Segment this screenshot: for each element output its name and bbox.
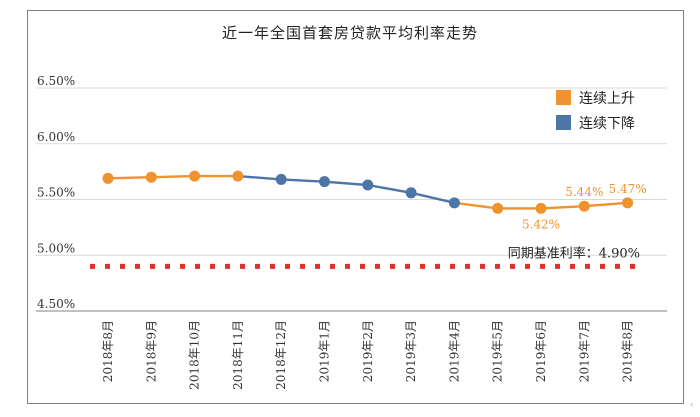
y-tick-label: 6.50% (37, 74, 75, 88)
x-tick-label: 2018年8月 (101, 320, 115, 382)
x-tick-label: 2018年11月 (231, 320, 245, 390)
data-point (275, 173, 287, 185)
x-tick-label: 2019年1月 (318, 320, 332, 382)
y-axis: 6.50% 6.00% 5.50% 5.00% 4.50% (37, 74, 75, 311)
x-tick-label: 2019年5月 (491, 320, 505, 382)
x-tick-label: 2019年6月 (534, 320, 548, 382)
data-point (102, 172, 114, 184)
series-segment (236, 174, 283, 181)
data-point (535, 202, 547, 214)
x-tick-label: 2019年3月 (404, 320, 418, 382)
y-tick-label: 4.50% (37, 297, 75, 311)
grid-lines (36, 87, 667, 312)
x-tick-label: 2019年4月 (447, 320, 461, 382)
series-segment (106, 175, 153, 180)
series-segment (366, 183, 413, 195)
data-point (232, 170, 244, 182)
series-segment (280, 178, 326, 183)
x-tick-label: 2018年12月 (274, 320, 288, 390)
data-point (319, 176, 330, 188)
baseline-group: 同期基准利率：4.90% (90, 245, 642, 269)
series-line (106, 174, 629, 210)
legend-label: 连续下降 (579, 115, 635, 132)
y-tick-label: 5.50% (37, 186, 75, 200)
data-point (362, 179, 374, 191)
y-tick-label: 5.00% (37, 241, 75, 255)
data-point (492, 202, 504, 214)
series-segment (323, 180, 369, 187)
x-tick-label: 2019年2月 (361, 320, 375, 382)
data-point (145, 171, 157, 183)
y-tick-label: 6.00% (37, 130, 75, 144)
x-tick-label: 2019年7月 (577, 320, 591, 382)
data-label: 5.42% (522, 217, 560, 231)
legend-label: 连续上升 (579, 90, 635, 107)
x-tick-label: 2018年9月 (144, 320, 158, 382)
data-label: 5.47% (609, 182, 647, 196)
data-point (578, 200, 590, 212)
chart-title: 近一年全国首套房贷款平均利率走势 (221, 24, 478, 42)
data-point (189, 170, 201, 182)
data-label: 5.44% (565, 185, 603, 199)
legend-swatch (556, 90, 571, 105)
legend-swatch (556, 115, 571, 130)
x-axis: 2018年8月 2018年9月 2018年10月 2018年11月 2018年12月 20… (101, 320, 635, 390)
x-tick-label: 2019年8月 (621, 320, 635, 382)
corner-mark: ‹ (690, 400, 694, 409)
x-tick-label: 2018年10月 (188, 320, 202, 390)
series-points (102, 170, 634, 214)
series-segment (150, 174, 196, 179)
baseline-label: 同期基准利率：4.90% (508, 245, 640, 261)
data-point (622, 197, 634, 209)
series-segment (409, 191, 456, 205)
data-point (448, 197, 460, 209)
series-segment (583, 201, 629, 208)
data-labels: 5.42% 5.44% 5.47% (522, 182, 647, 232)
data-point (405, 187, 417, 199)
series-segment (453, 201, 499, 210)
series-segment (539, 204, 586, 210)
